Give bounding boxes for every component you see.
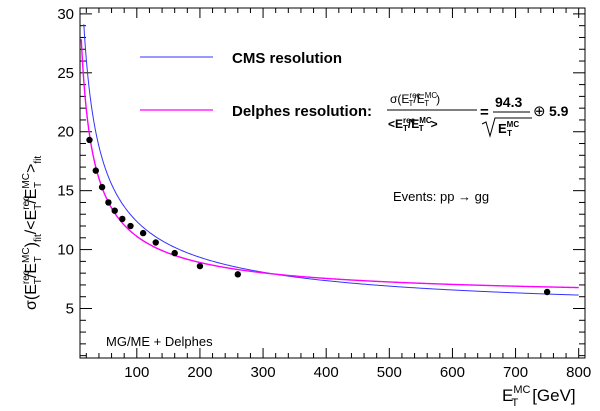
delphes-resolution-curve — [80, 39, 579, 289]
x-tick-label: 600 — [440, 364, 465, 381]
formula-sqrt-argument: EMC T — [498, 120, 519, 138]
data-point — [234, 271, 242, 278]
x-axis-title: EMC T [GeV] — [502, 384, 576, 409]
y-axis-title: σ(ErecT/EMCT)fit/<ErecT/EMCT>fit — [21, 156, 44, 310]
data-point — [86, 136, 93, 144]
data-point — [139, 229, 147, 237]
data-point — [119, 215, 126, 223]
data-point — [111, 207, 118, 214]
x-tick-label: 400 — [314, 364, 339, 381]
legend-cms-label: CMS resolution — [232, 50, 342, 67]
axis-ticks — [80, 8, 585, 358]
data-point — [92, 167, 99, 174]
formula-b-value: 5.9 — [549, 103, 569, 119]
resolution-formula: σ(Erec T/EMC T) <Erec T/EMC T > = 94.3 EMC T ⊕… — [387, 91, 569, 138]
y-tick-label: 20 — [57, 124, 74, 141]
sqrt-symbol — [481, 117, 532, 138]
formula-equals: = — [480, 104, 489, 121]
legend: CMS resolution Delphes resolution: — [140, 50, 372, 120]
legend-delphes-label: Delphes resolution: — [232, 103, 372, 120]
data-point — [152, 239, 159, 246]
data-point — [543, 288, 551, 296]
x-tick-label: 700 — [503, 364, 528, 381]
generator-annotation: MG/ME + Delphes — [106, 334, 213, 349]
formula-numerator: σ(Erec T/EMC T) — [390, 91, 440, 108]
x-tick-label: 300 — [251, 364, 276, 381]
y-tick-label: 15 — [57, 183, 74, 200]
y-tick-label: 10 — [57, 242, 74, 259]
x-tick-label: 800 — [566, 364, 591, 381]
data-point — [98, 183, 106, 191]
curves — [80, 24, 579, 296]
y-tick-label: 5 — [66, 301, 74, 318]
cms-resolution-curve — [83, 24, 579, 296]
x-tick-label: 500 — [377, 364, 402, 381]
y-tick-label: 25 — [57, 65, 74, 82]
data-point — [127, 222, 134, 230]
x-tick-label: 200 — [187, 364, 212, 381]
tick-labels: 100 200 300 400 500 600 700 800 5 10 15 20 25 30 — [57, 6, 591, 381]
data-point — [105, 199, 112, 206]
y-tick-label: 30 — [57, 6, 74, 23]
events-annotation: Events: pp → gg — [393, 189, 489, 204]
formula-oplus: ⊕ — [533, 103, 546, 120]
data-point — [171, 249, 178, 257]
formula-denominator: <Erec T/EMC T > — [388, 116, 438, 133]
data-point — [196, 262, 204, 270]
formula-a-value: 94.3 — [495, 94, 522, 110]
x-tick-label: 100 — [124, 364, 149, 381]
data-points — [86, 136, 551, 296]
plot-frame — [79, 7, 586, 359]
